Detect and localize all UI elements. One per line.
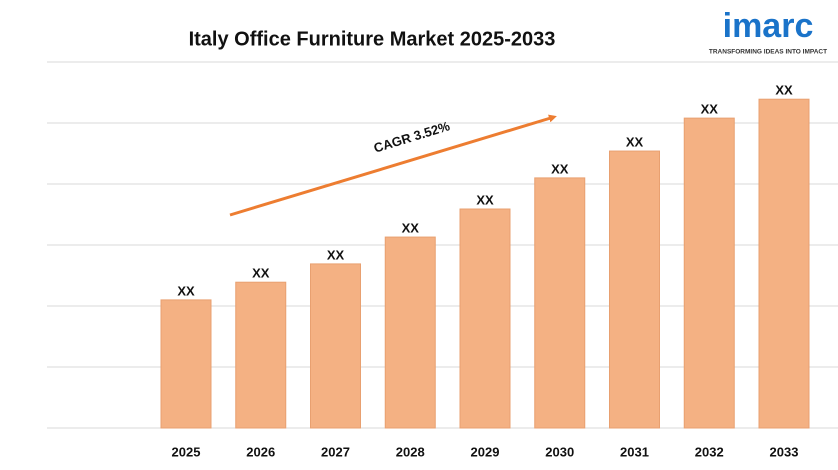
data-label: XX — [775, 83, 793, 98]
bar — [534, 177, 586, 429]
x-tick-label: 2033 — [770, 444, 799, 459]
x-tick-label: 2032 — [695, 444, 724, 459]
data-label: XX — [327, 247, 345, 262]
logo-tagline: TRANSFORMING IDEAS INTO IMPACT — [709, 49, 827, 56]
x-tick-label: 2030 — [545, 444, 574, 459]
bar — [384, 236, 436, 429]
data-label: XX — [551, 161, 569, 176]
bar — [459, 208, 511, 429]
x-tick-label: 2031 — [620, 444, 649, 459]
bar — [758, 98, 810, 429]
data-label: XX — [402, 221, 420, 236]
x-tick-label: 2028 — [396, 444, 425, 459]
bar — [235, 281, 287, 429]
bar — [609, 150, 660, 429]
bar — [683, 117, 735, 429]
bars — [160, 98, 810, 429]
x-tick-label: 2027 — [321, 444, 350, 459]
chart-title: Italy Office Furniture Market 2025-2033 — [189, 28, 556, 50]
data-label: XX — [701, 102, 719, 117]
x-tick-label: 2025 — [172, 444, 201, 459]
data-label: XX — [476, 192, 494, 207]
cagr-arrow — [229, 114, 557, 217]
data-label: XX — [252, 266, 270, 281]
data-label: XX — [177, 283, 195, 298]
bar — [310, 263, 361, 429]
data-label: XX — [626, 134, 644, 149]
x-tick-label: 2029 — [471, 444, 500, 459]
logo-name: imarc — [723, 7, 814, 45]
x-tick-label: 2026 — [246, 444, 275, 459]
bar — [160, 299, 212, 429]
